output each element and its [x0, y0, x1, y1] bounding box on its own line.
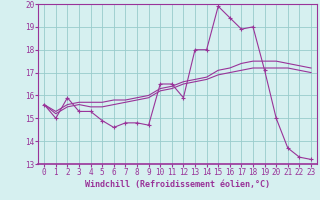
X-axis label: Windchill (Refroidissement éolien,°C): Windchill (Refroidissement éolien,°C)	[85, 180, 270, 189]
